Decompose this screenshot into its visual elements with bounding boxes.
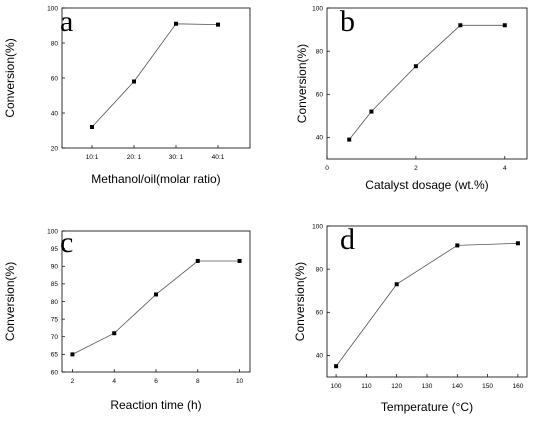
x-tick-label: 130	[422, 383, 433, 390]
plot-frame	[326, 7, 528, 160]
panel-label: a	[60, 5, 73, 38]
y-axis-title: Conversion(%)	[3, 262, 17, 341]
chart-panel-d: d 100 110 120 130 140 150 160 40 60 80 100 Temperatu…	[293, 223, 528, 414]
x-axis-title: Temperature (°C)	[381, 400, 473, 414]
x-tick-label: 150	[482, 383, 493, 390]
y-tick-label: 20	[51, 145, 59, 152]
x-tick-label: 160	[512, 383, 523, 390]
data-point-marker	[237, 258, 242, 263]
data-point-marker	[515, 241, 520, 246]
series-line	[335, 242, 518, 367]
y-tick-label: 100	[47, 5, 58, 12]
data-point-marker	[174, 21, 178, 26]
series-line	[72, 260, 240, 355]
y-tick-label: 95	[51, 246, 59, 253]
data-point-marker	[70, 352, 75, 357]
data-point-marker	[90, 125, 94, 129]
y-tick-label: 40	[316, 135, 324, 142]
x-tick-label: 0	[325, 165, 329, 172]
data-point-marker	[112, 331, 117, 336]
panel-label: d	[340, 223, 355, 256]
y-tick-label: 60	[51, 75, 59, 82]
x-tick-label: 4	[112, 378, 116, 385]
y-tick-label: 40	[51, 110, 59, 117]
plot-frame	[61, 230, 251, 373]
x-tick-label: 10	[236, 378, 244, 385]
y-tick-label: 60	[51, 369, 59, 376]
y-tick-label: 65	[51, 352, 59, 359]
chart-panel-b: b 0 2 4 40 60 80 100 Catalyst dosage (wt.%) Conve…	[295, 5, 528, 192]
y-tick-label: 80	[316, 266, 324, 273]
data-point-marker	[195, 258, 200, 263]
x-tick-label: 120	[391, 383, 402, 390]
chart-panel-a: a 10:1 20: 1 30: 1 40:1 20 40 60 80 100 Methanol/o…	[3, 5, 251, 186]
y-tick-label: 60	[316, 310, 324, 317]
x-tick-label: 30: 1	[169, 154, 184, 161]
x-tick-label: 2	[414, 165, 418, 172]
y-tick-label: 80	[316, 48, 324, 55]
data-point-marker	[132, 79, 136, 84]
x-tick-label: 10:1	[86, 154, 99, 161]
x-tick-label: 110	[361, 383, 372, 390]
x-tick-label: 6	[154, 378, 158, 385]
x-axis-title: Reaction time (h)	[110, 398, 201, 412]
chart-panel-c: c 2 4 6 8 10 60 65 70 75 80 85 90 95 100 Reaction time …	[3, 226, 251, 412]
data-point-marker	[369, 109, 374, 114]
y-tick-label: 85	[51, 281, 59, 288]
x-axis-title: Catalyst dosage (wt.%)	[365, 178, 488, 192]
data-point-marker	[413, 64, 418, 69]
y-tick-label: 100	[312, 5, 323, 12]
y-axis-title: Conversion(%)	[3, 38, 17, 117]
y-tick-label: 60	[316, 92, 324, 99]
plot-frame	[326, 225, 528, 378]
y-tick-label: 100	[312, 223, 323, 230]
x-tick-label: 20: 1	[127, 154, 142, 161]
panel-label: b	[340, 5, 355, 38]
y-tick-label: 75	[51, 316, 59, 323]
x-tick-label: 140	[452, 383, 463, 390]
x-tick-label: 8	[196, 378, 200, 385]
y-tick-label: 80	[51, 40, 59, 47]
data-point-marker	[154, 292, 158, 297]
series-line	[91, 23, 219, 128]
y-tick-label: 90	[51, 264, 59, 271]
data-point-marker	[347, 137, 352, 142]
data-point-marker	[458, 23, 463, 28]
y-tick-label: 80	[51, 299, 59, 306]
y-axis-title: Conversion(%)	[293, 262, 307, 341]
x-tick-label: 40:1	[212, 154, 225, 161]
y-tick-label: 70	[51, 334, 59, 341]
data-point-marker	[502, 23, 507, 28]
panel-label: c	[60, 226, 73, 259]
series-line	[348, 24, 505, 140]
x-tick-label: 2	[71, 378, 75, 385]
y-tick-label: 40	[316, 353, 324, 360]
data-point-marker	[216, 22, 220, 27]
y-tick-label: 100	[47, 228, 58, 235]
data-point-marker	[455, 243, 460, 248]
data-point-marker	[394, 282, 399, 287]
x-tick-label: 4	[503, 165, 507, 172]
data-point-marker	[334, 364, 339, 369]
y-axis-title: Conversion(%)	[295, 44, 309, 123]
x-axis-title: Methanol/oil(molar ratio)	[91, 172, 220, 186]
x-tick-label: 100	[331, 383, 342, 390]
